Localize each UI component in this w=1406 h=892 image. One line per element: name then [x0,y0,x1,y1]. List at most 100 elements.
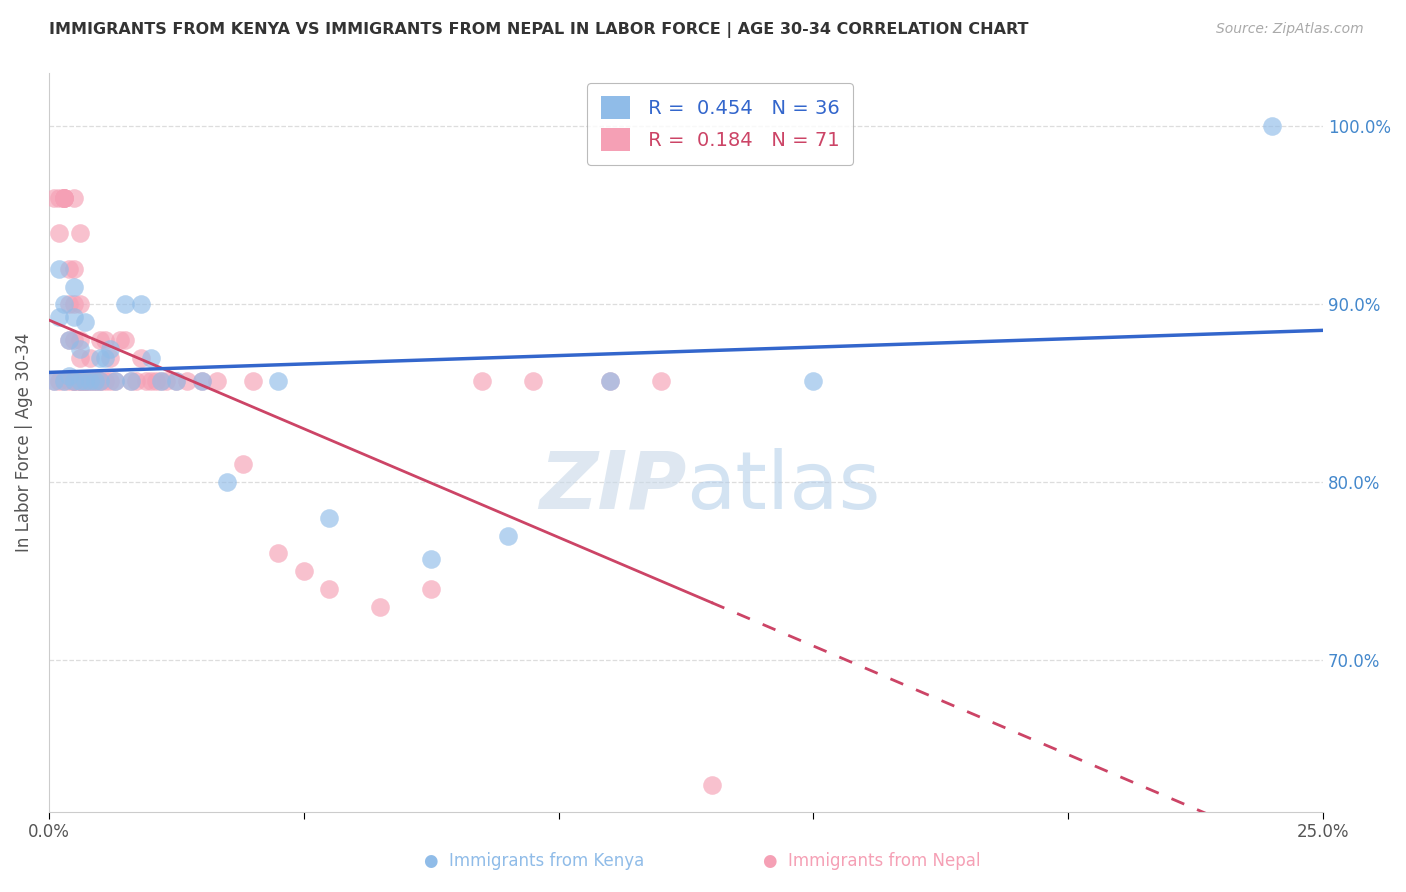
Point [139,374,162,388]
Point [63,374,86,388]
Point [63,310,86,324]
Point [242,374,264,388]
Point [58,333,80,347]
Point [69,374,91,388]
Point [104,374,127,388]
Point [129,351,152,365]
Point [63,279,86,293]
Point [89,374,111,388]
Point [42,190,65,204]
Point [69,226,91,240]
Point [217,475,239,490]
Text: Source: ZipAtlas.com: Source: ZipAtlas.com [1216,22,1364,37]
Point [98,374,121,388]
Point [63,374,86,388]
Point [48,190,70,204]
Point [89,351,111,365]
Point [98,351,121,365]
Point [48,374,70,388]
Point [205,374,228,388]
Point [48,310,70,324]
Point [63,261,86,276]
Text: ●  Immigrants from Nepal: ● Immigrants from Nepal [763,852,980,870]
Point [42,374,65,388]
Point [139,351,162,365]
Point [53,297,76,311]
Point [73,374,96,388]
Point [42,374,65,388]
Point [803,374,825,388]
Point [79,374,101,388]
Point [599,374,621,388]
Point [69,333,91,347]
Point [155,374,177,388]
Point [83,374,105,388]
Point [63,297,86,311]
Point [63,374,86,388]
Point [120,374,142,388]
Point [471,374,494,388]
Point [69,374,91,388]
Text: atlas: atlas [686,448,880,525]
Point [420,551,443,566]
Point [53,190,76,204]
Point [63,374,86,388]
Point [53,190,76,204]
Y-axis label: In Labor Force | Age 30-34: In Labor Force | Age 30-34 [15,333,32,552]
Point [83,374,105,388]
Point [69,374,91,388]
Point [58,333,80,347]
Point [69,374,91,388]
Point [318,511,340,525]
Point [124,374,146,388]
Point [58,368,80,383]
Point [89,374,111,388]
Point [58,261,80,276]
Point [79,351,101,365]
Point [1261,120,1284,134]
Point [650,374,672,388]
Point [165,374,187,388]
Text: IMMIGRANTS FROM KENYA VS IMMIGRANTS FROM NEPAL IN LABOR FORCE | AGE 30-34 CORREL: IMMIGRANTS FROM KENYA VS IMMIGRANTS FROM… [49,22,1029,38]
Point [94,374,117,388]
Point [73,374,96,388]
Point [135,374,157,388]
Point [292,564,315,578]
Point [191,374,214,388]
Point [120,374,142,388]
Point [145,374,167,388]
Point [94,351,117,365]
Point [94,333,117,347]
Point [73,374,96,388]
Point [73,374,96,388]
Point [69,342,91,356]
Point [191,374,214,388]
Point [53,374,76,388]
Text: ZIP: ZIP [538,448,686,525]
Point [53,190,76,204]
Point [48,261,70,276]
Point [69,351,91,365]
Point [58,374,80,388]
Point [114,333,136,347]
Point [63,333,86,347]
Point [129,297,152,311]
Point [73,315,96,329]
Point [267,546,290,560]
Point [69,297,91,311]
Point [232,458,254,472]
Point [368,599,391,614]
Point [104,374,127,388]
Point [53,374,76,388]
Point [83,374,105,388]
Point [522,374,544,388]
Point [89,333,111,347]
Point [176,374,198,388]
Point [110,333,132,347]
Point [150,374,173,388]
Point [53,190,76,204]
Point [496,529,519,543]
Point [53,190,76,204]
Point [150,374,173,388]
Point [165,374,187,388]
